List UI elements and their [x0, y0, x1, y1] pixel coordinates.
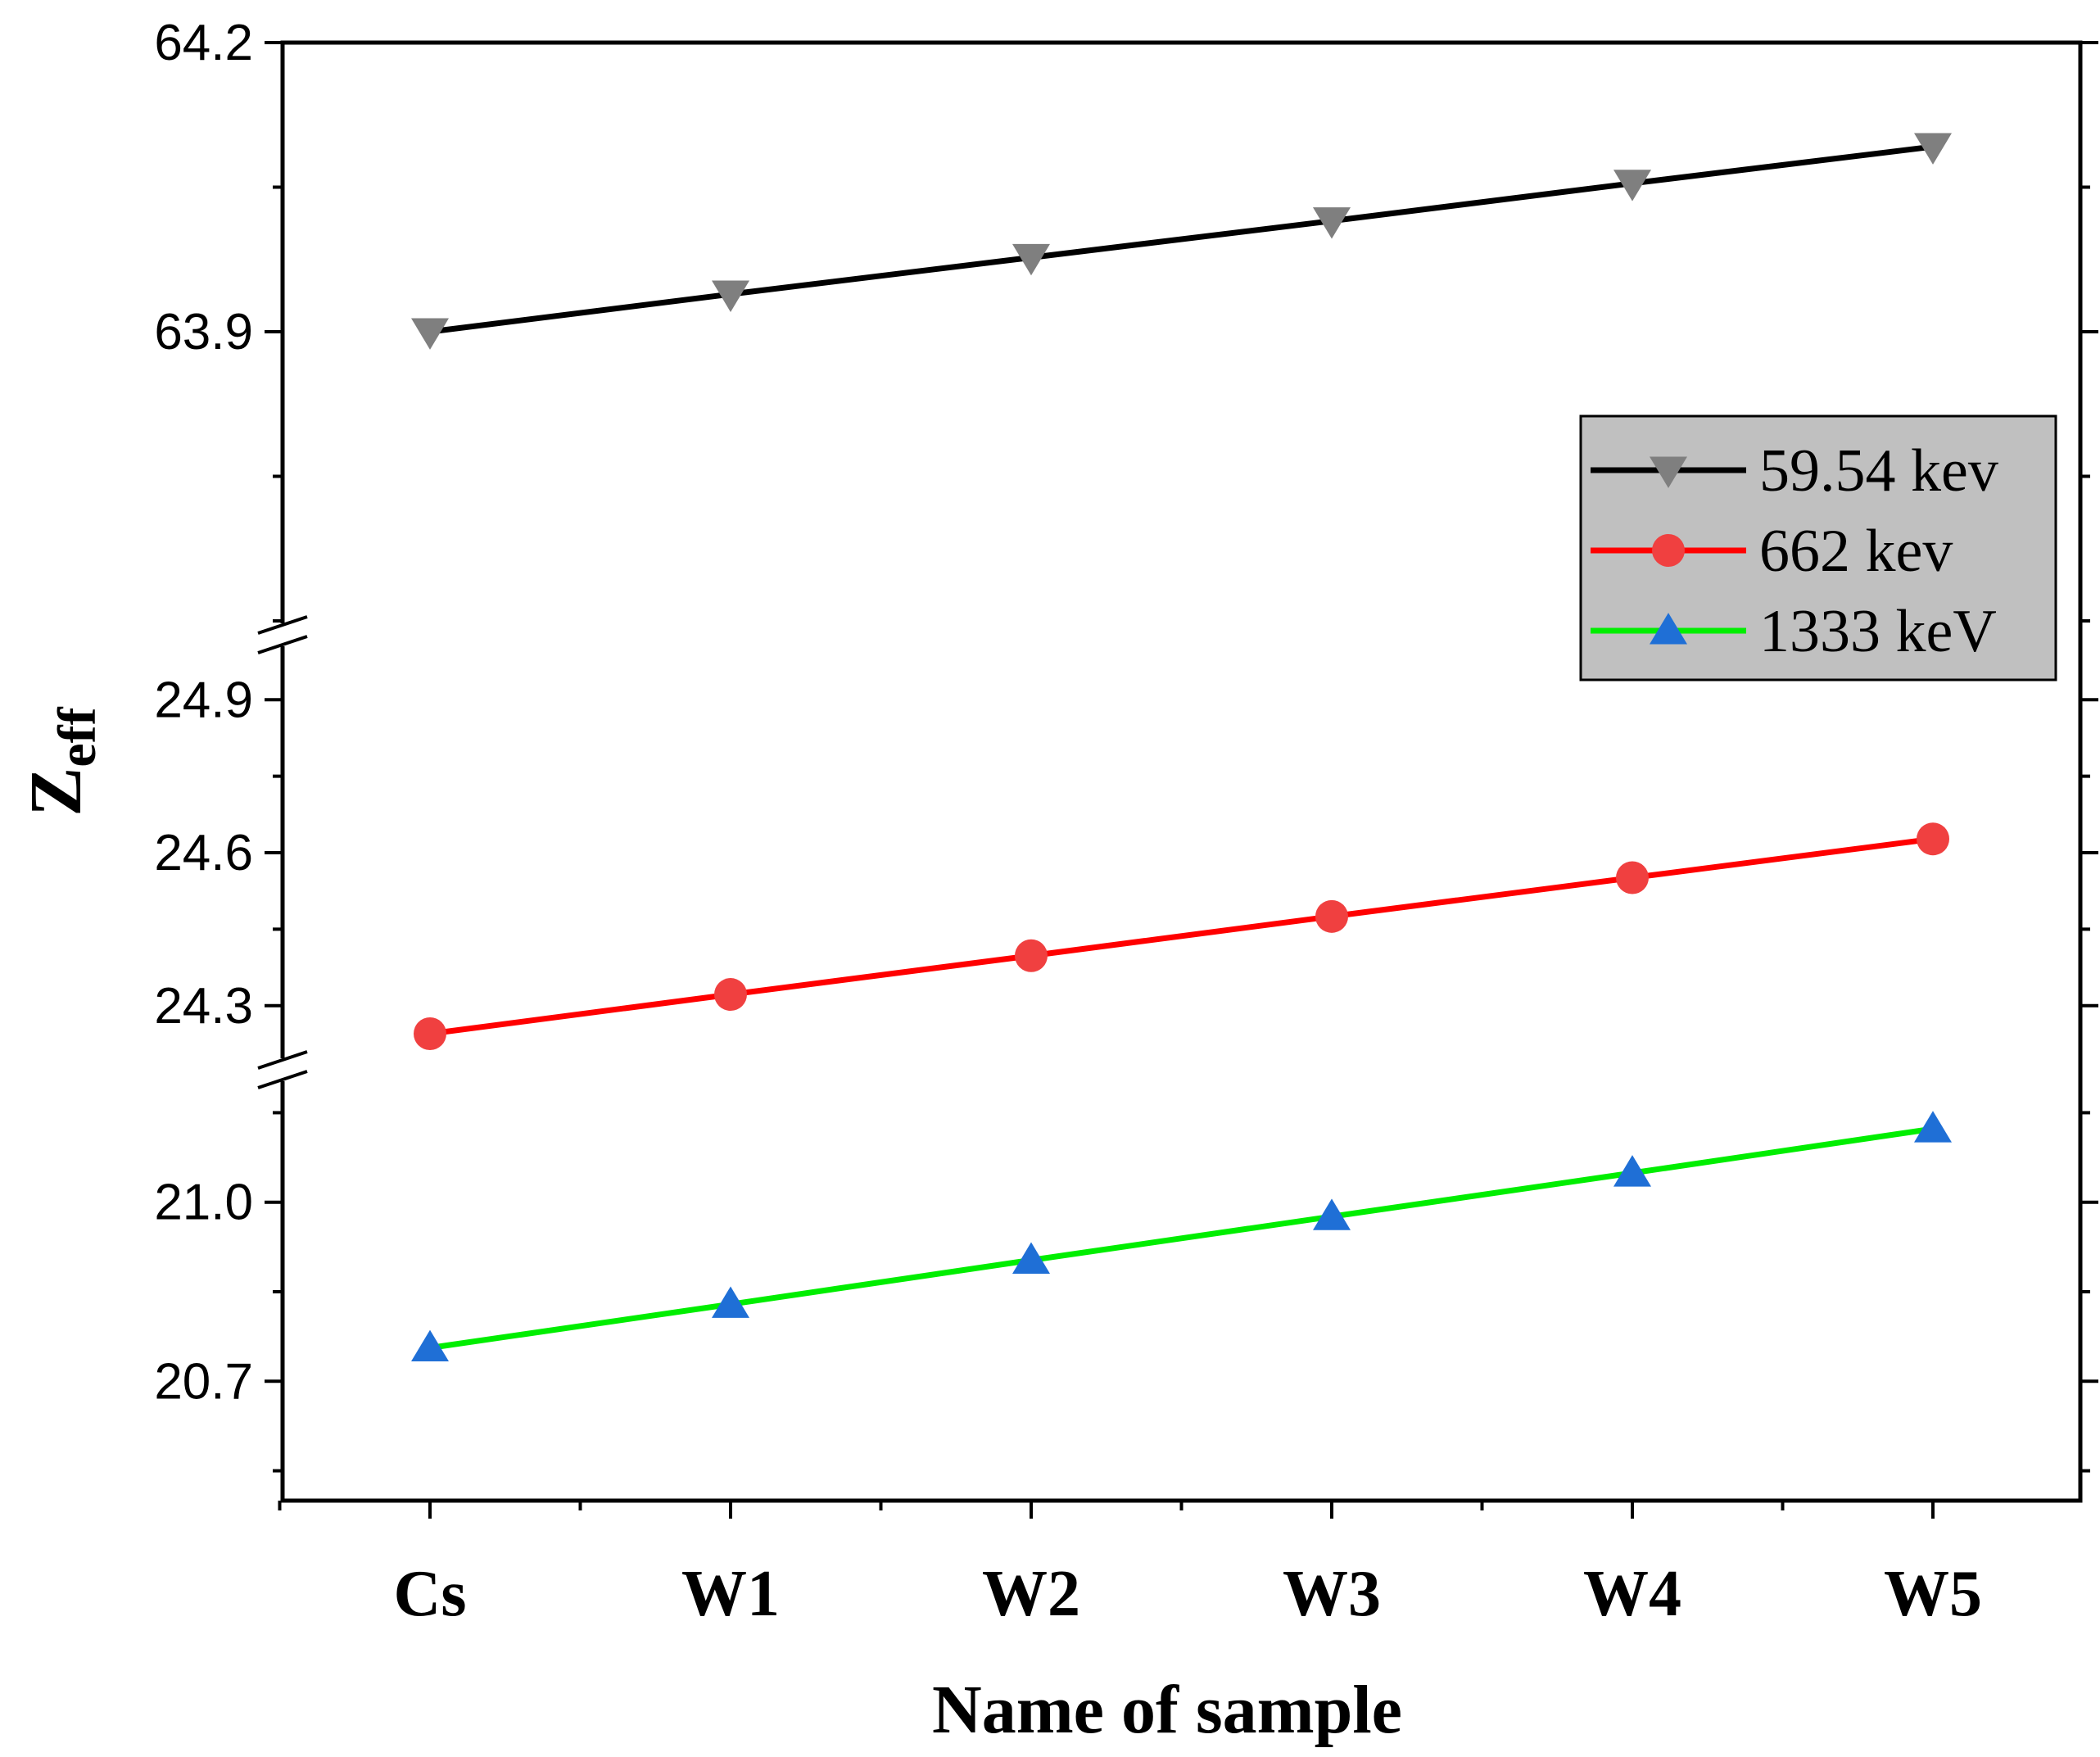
plot-frame	[280, 40, 2083, 1503]
x-axis-title: Name of sample	[932, 1672, 1402, 1748]
axis-break-mark	[257, 1050, 308, 1070]
x-tick-label: W4	[1583, 1558, 1681, 1630]
plot-border	[280, 40, 2083, 1503]
y-tick-label: 24.9	[154, 672, 253, 728]
y-tick-label: 24.6	[154, 825, 253, 881]
data-point	[1313, 207, 1351, 239]
series-line	[429, 143, 1934, 335]
data-point	[411, 1329, 449, 1362]
data-point	[1015, 939, 1048, 972]
data-point	[411, 318, 449, 350]
data-point	[1616, 861, 1649, 894]
y-axis-title-main: Z	[16, 768, 97, 817]
x-tick-label: Cs	[394, 1558, 467, 1630]
data-point	[1613, 170, 1651, 202]
y-tick-label: 24.3	[154, 978, 253, 1035]
legend-marker	[1650, 613, 1687, 645]
y-tick-label: 20.7	[154, 1353, 253, 1410]
legend: 59.54 kev 662 kev 1333 keV	[1579, 414, 2057, 682]
y-tick-label: 21.0	[154, 1175, 253, 1231]
data-point	[712, 1286, 749, 1318]
data-point	[1917, 822, 1949, 856]
series-line	[429, 835, 1934, 1037]
y-axis-ticks: 63.9 64.2 24.3 24.6 24.9 20.7 21.0	[154, 15, 2098, 1473]
data-point	[1914, 133, 1952, 165]
data-point	[1613, 1155, 1651, 1187]
svg-text:Zeff: Zeff	[16, 706, 107, 816]
legend-item: 662 kev	[1591, 518, 1953, 585]
y-tick-label: 64.2	[154, 15, 253, 71]
y-axis-title-subscript: eff	[48, 706, 107, 767]
series-line	[429, 1125, 1934, 1351]
x-tick-label: W1	[681, 1558, 780, 1630]
data-point	[712, 280, 749, 312]
series-662-kev	[414, 822, 1949, 1050]
axis-break-mark	[257, 615, 308, 635]
legend-item: 59.54 kev	[1591, 437, 1998, 505]
legend-label: 59.54 kev	[1759, 437, 1998, 505]
axis-break-mark	[257, 635, 308, 654]
data-point	[1914, 1111, 1952, 1143]
data-point	[1315, 899, 1348, 933]
axis-break-mark	[257, 1070, 308, 1089]
x-tick-label: W5	[1884, 1558, 1982, 1630]
legend-label: 1333 keV	[1759, 598, 1997, 665]
x-axis-ticks: Cs W1 W2 W3 W4 W5	[278, 1501, 1982, 1630]
data-point	[714, 978, 747, 1012]
data-point	[1012, 243, 1050, 276]
legend-marker	[1650, 456, 1687, 488]
x-tick-label: W2	[982, 1558, 1080, 1630]
y-tick-label: 63.9	[154, 304, 253, 360]
legend-marker	[1652, 534, 1685, 567]
series-group	[411, 133, 1952, 1362]
legend-item: 1333 keV	[1591, 598, 1997, 665]
data-point	[414, 1017, 446, 1050]
series-59-54-kev	[411, 133, 1952, 350]
data-point	[1313, 1198, 1351, 1230]
y-axis-title: Zeff	[16, 706, 107, 816]
x-tick-label: W3	[1283, 1558, 1381, 1630]
legend-label: 662 kev	[1759, 518, 1953, 585]
axis-breaks	[257, 615, 308, 1089]
data-point	[1012, 1242, 1050, 1274]
series-1333-kev	[411, 1111, 1952, 1362]
